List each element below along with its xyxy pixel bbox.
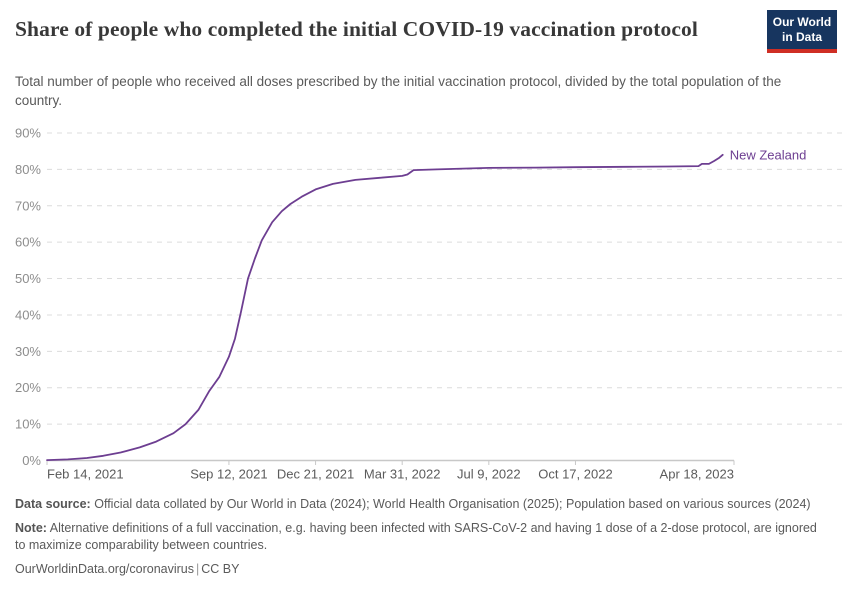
y-axis-tick-label: 60% [15, 235, 41, 250]
note-line: Note: Alternative definitions of a full … [15, 520, 817, 554]
y-axis-tick-label: 80% [15, 162, 41, 177]
owid-logo-line1: Our World [772, 15, 832, 29]
note-text: Alternative definitions of a full vaccin… [15, 521, 817, 552]
x-axis-tick-label: Oct 17, 2022 [538, 467, 612, 482]
note-label: Note: [15, 521, 47, 535]
x-axis-tick-label: Feb 14, 2021 [47, 467, 124, 482]
data-source-line: Data source: Official data collated by O… [15, 496, 817, 513]
data-source-text: Official data collated by Our World in D… [94, 497, 811, 511]
chart-footer: Data source: Official data collated by O… [15, 496, 817, 585]
y-axis-tick-label: 40% [15, 307, 41, 322]
owid-logo-line2: in Data [781, 30, 822, 44]
y-axis-tick-label: 20% [15, 380, 41, 395]
y-axis-tick-label: 90% [15, 126, 41, 141]
license-label: CC BY [201, 562, 240, 576]
x-axis-tick-label: Jul 9, 2022 [457, 467, 521, 482]
citation-line: OurWorldinData.org/coronavirus | CC BY [15, 561, 817, 578]
y-axis-tick-label: 10% [15, 417, 41, 432]
line-chart-plot-area[interactable]: 0% 10% 20% 30% 40% 50% 60% 70% 80% 90% Feb 14, 202… [0, 110, 850, 490]
y-axis-tick-label: 30% [15, 344, 41, 359]
owid-url-link[interactable]: OurWorldinData.org/coronavirus [15, 562, 195, 576]
chart-title: Share of people who completed the initia… [15, 17, 698, 41]
x-axis-tick-label: Dec 21, 2021 [277, 467, 354, 482]
y-axis-tick-label: 0% [22, 453, 41, 468]
owid-logo[interactable]: Our World in Data [767, 10, 837, 53]
y-axis-tick-label: 70% [15, 198, 41, 213]
chart-subtitle: Total number of people who received all … [15, 74, 782, 108]
x-axis-tick-label: Sep 12, 2021 [190, 467, 267, 482]
citation-separator: | [196, 562, 200, 576]
data-line-new-zealand[interactable] [46, 153, 724, 462]
y-axis-tick-label: 50% [15, 271, 41, 286]
data-source-label: Data source: [15, 497, 91, 511]
x-axis-tick-label: Apr 18, 2023 [660, 467, 734, 482]
series-label-new-zealand[interactable]: New Zealand [730, 147, 807, 162]
x-axis-tick-label: Mar 31, 2022 [364, 467, 441, 482]
